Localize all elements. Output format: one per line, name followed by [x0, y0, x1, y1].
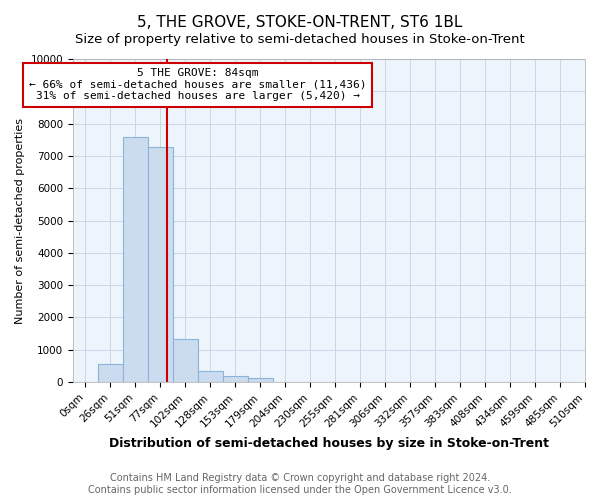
Text: Contains HM Land Registry data © Crown copyright and database right 2024.
Contai: Contains HM Land Registry data © Crown c…: [88, 474, 512, 495]
Bar: [198, 371, 223, 382]
Text: 5, THE GROVE, STOKE-ON-TRENT, ST6 1BL: 5, THE GROVE, STOKE-ON-TRENT, ST6 1BL: [137, 15, 463, 30]
Bar: [223, 376, 248, 382]
Bar: [123, 136, 148, 382]
Bar: [148, 147, 173, 382]
Bar: [173, 339, 198, 382]
Text: 5 THE GROVE: 84sqm
← 66% of semi-detached houses are smaller (11,436)
31% of sem: 5 THE GROVE: 84sqm ← 66% of semi-detache…: [29, 68, 367, 102]
X-axis label: Distribution of semi-detached houses by size in Stoke-on-Trent: Distribution of semi-detached houses by …: [109, 437, 549, 450]
Y-axis label: Number of semi-detached properties: Number of semi-detached properties: [15, 118, 25, 324]
Text: Size of property relative to semi-detached houses in Stoke-on-Trent: Size of property relative to semi-detach…: [75, 32, 525, 46]
Bar: [98, 364, 123, 382]
Bar: [248, 378, 273, 382]
